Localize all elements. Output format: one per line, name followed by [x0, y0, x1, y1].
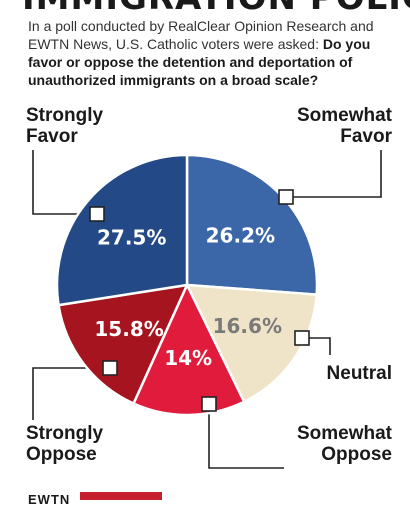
intro-paragraph: In a poll conducted by RealClear Opinion… [28, 17, 398, 89]
callout-line: Favor [26, 126, 78, 147]
callout-connector-neutral [302, 337, 331, 355]
title-clip: IMMIGRATION POLICY [0, 0, 410, 17]
callout-line: Somewhat [296, 423, 392, 444]
footer-accent-bar [80, 492, 162, 500]
pie-slice-strongly-favor [55, 153, 189, 307]
callout-markers [89, 189, 310, 412]
slice-value-strongly-favor: 27.5% [97, 226, 166, 250]
callout-line: Neutral [326, 363, 392, 384]
slice-value-somewhat-oppose: 14% [164, 346, 212, 370]
pie-slices [55, 153, 319, 417]
callout-label-somewhat-oppose: Somewhat Oppose [297, 423, 392, 465]
chart-title: IMMIGRATION POLICY [22, 0, 410, 17]
callout-connectors [32, 150, 382, 469]
callout-line: Favor [340, 126, 392, 147]
slice-value-strongly-oppose: 15.8% [94, 317, 163, 341]
callout-line: Oppose [26, 444, 97, 465]
callout-label-somewhat-favor: Somewhat Favor [297, 105, 392, 147]
slice-value-neutral: 16.6% [213, 314, 282, 338]
callout-marker-somewhat-oppose [201, 396, 217, 412]
callout-line: Strongly [26, 105, 104, 126]
callout-label-strongly-favor: Strongly Favor [26, 105, 103, 147]
callout-line: Strongly [26, 423, 104, 444]
callout-line: Oppose [321, 444, 392, 465]
callout-connector-somewhat-oppose [208, 404, 284, 469]
slice-value-somewhat-favor: 26.2% [206, 223, 275, 247]
callout-label-strongly-oppose: Strongly Oppose [26, 423, 103, 465]
pie-slice-strongly-oppose [57, 283, 189, 405]
callout-marker-strongly-oppose [102, 360, 118, 376]
slice-value-labels: 26.2% 16.6%14%15.8% 27.5% [94, 223, 282, 369]
intro-question: Do you favor or oppose the detention and… [28, 36, 371, 88]
callout-connector-strongly-oppose [32, 367, 110, 420]
callout-marker-strongly-favor [89, 206, 105, 222]
callout-marker-neutral [294, 330, 310, 346]
callout-label-neutral: Neutral [327, 363, 392, 384]
callout-line: Somewhat [296, 105, 392, 126]
callout-connector-somewhat-favor [286, 150, 382, 198]
pie-slice-somewhat-oppose [132, 283, 246, 417]
callout-connector-strongly-favor [32, 150, 97, 215]
intro-text: In a poll conducted by RealClear Opinion… [28, 18, 374, 52]
pie-slice-neutral [185, 283, 318, 404]
callout-marker-somewhat-favor [278, 189, 294, 205]
